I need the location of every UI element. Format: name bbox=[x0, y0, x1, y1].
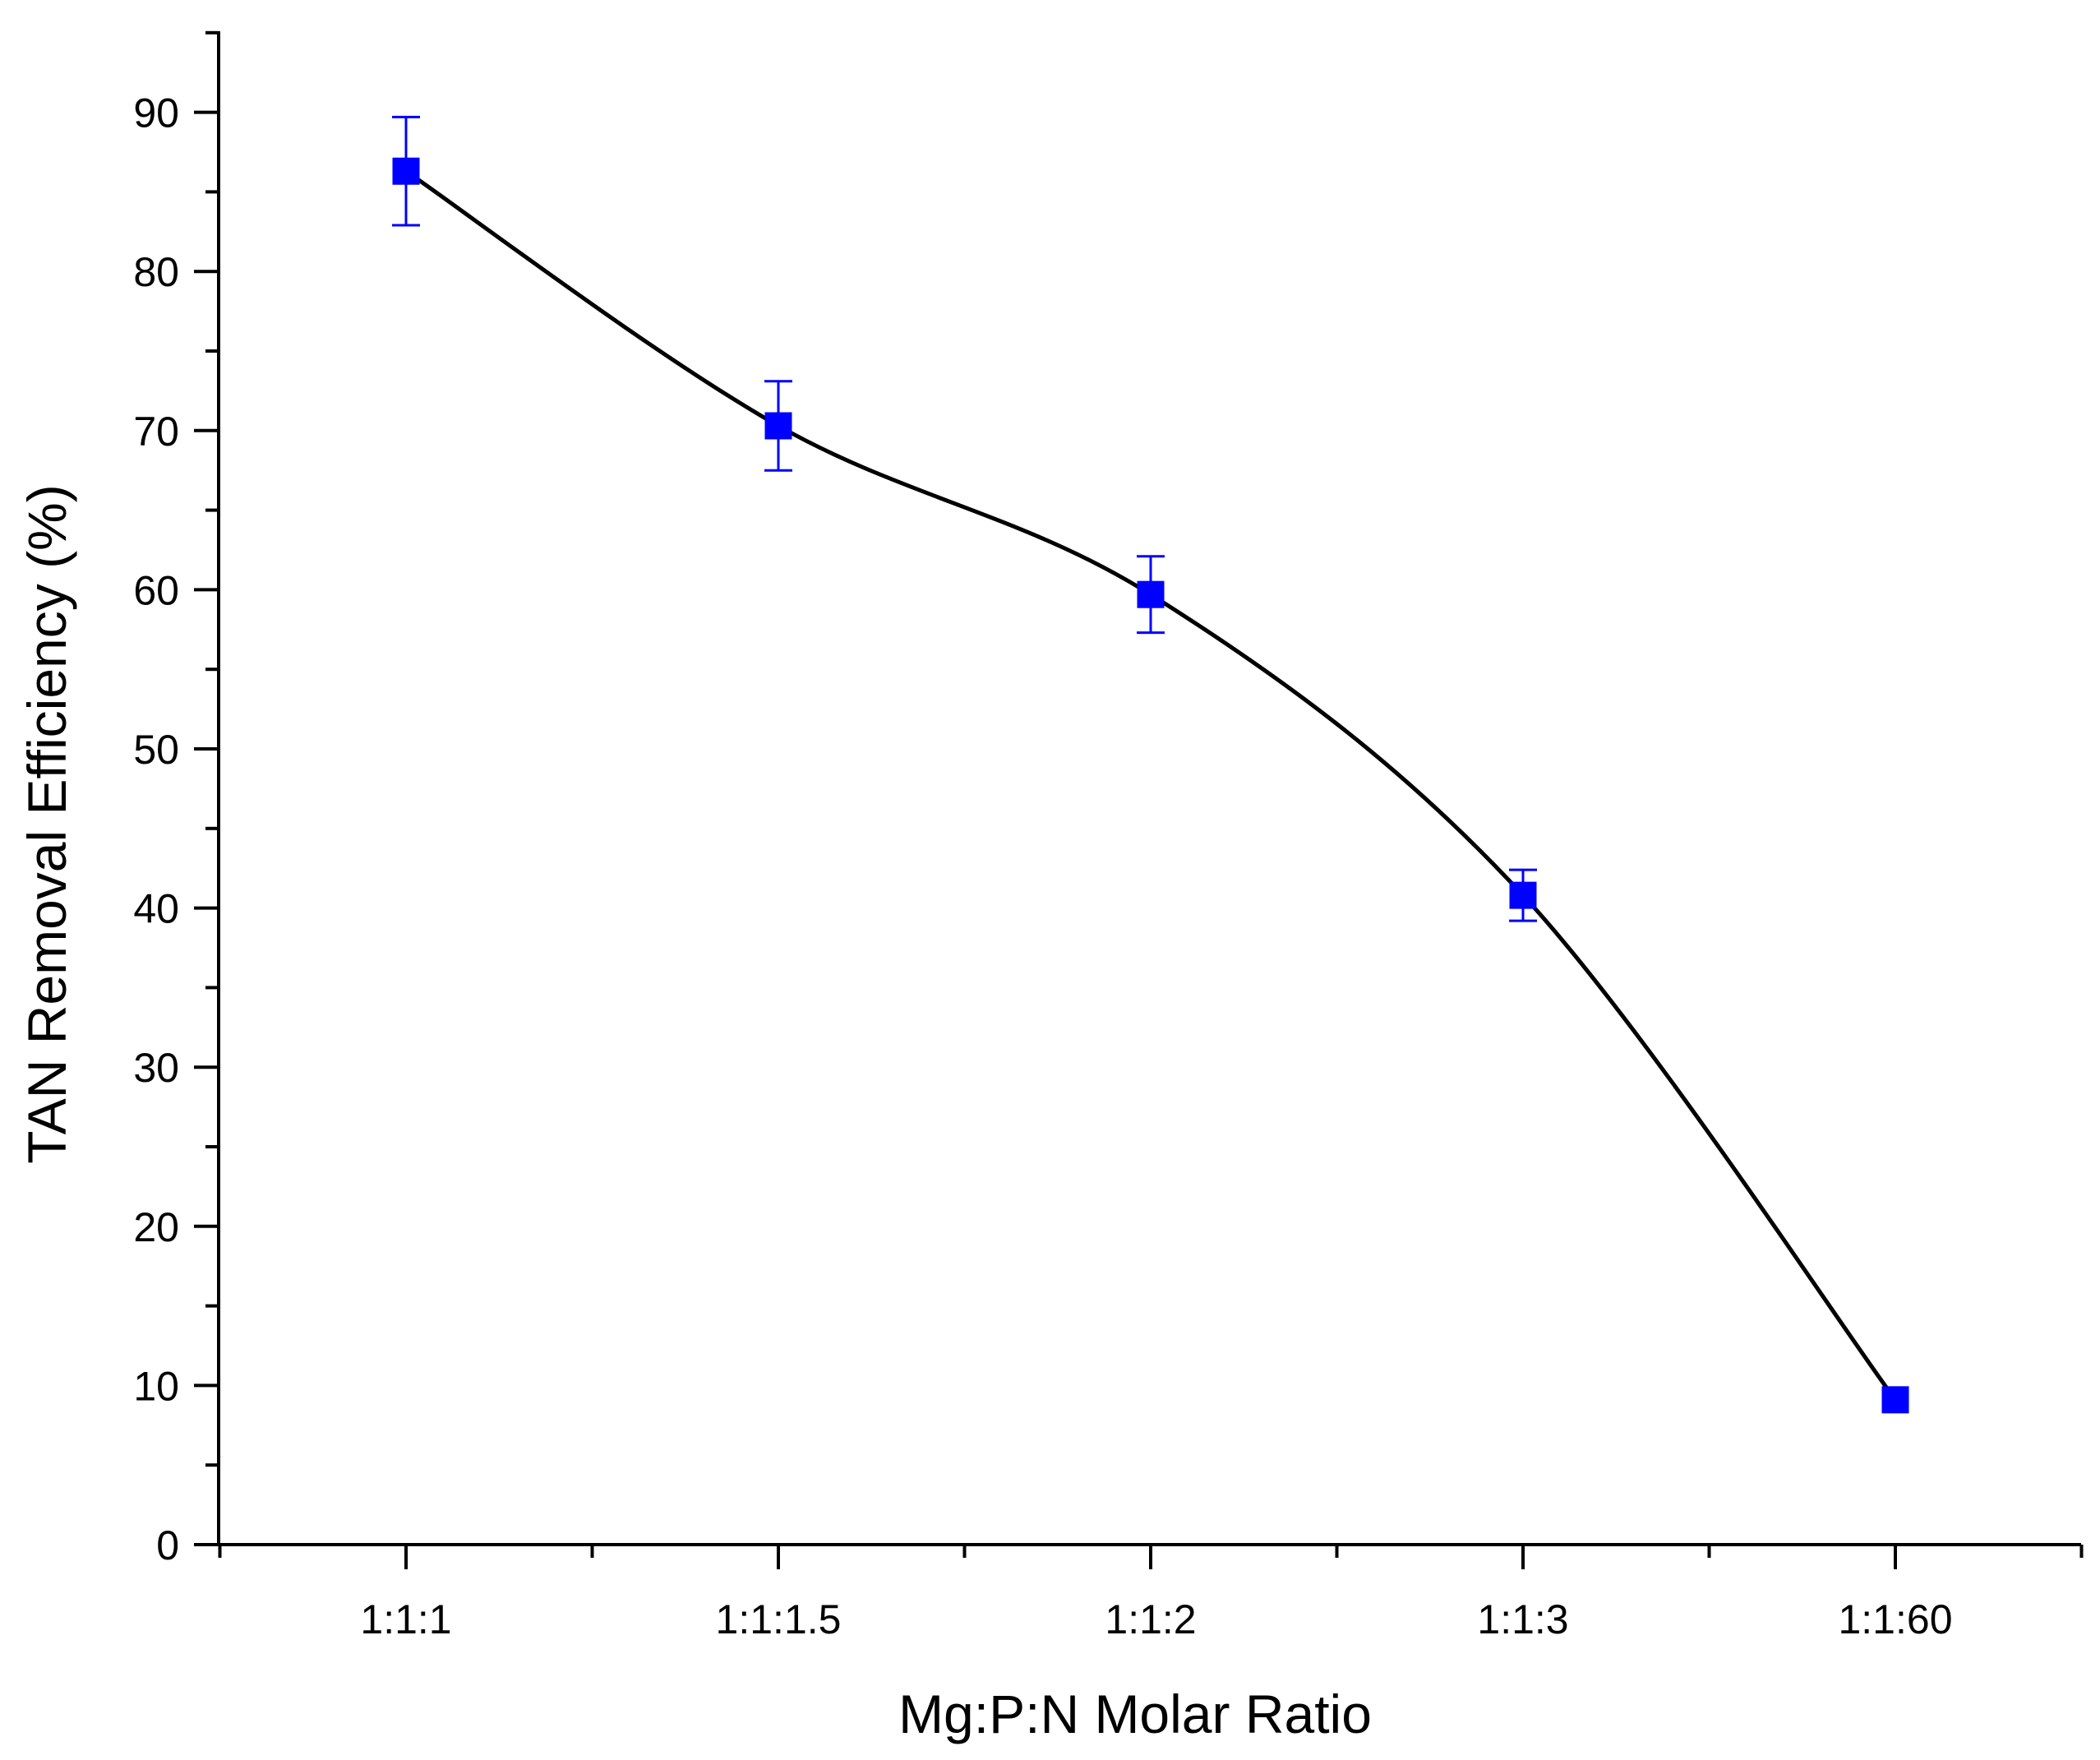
y-tick-label: 10 bbox=[133, 1363, 179, 1409]
data-point bbox=[392, 157, 420, 185]
y-tick-label: 60 bbox=[133, 567, 179, 613]
x-tick-label: 1:1:1.5 bbox=[716, 1596, 842, 1642]
tick-labels: 0 10 20 30 40 50 60 70 80 90 1:1:1 1:1:1.5 1:1:2 1:1:… bbox=[133, 90, 1952, 1642]
y-tick-label: 30 bbox=[133, 1045, 179, 1091]
x-tick-label: 1:1:60 bbox=[1838, 1596, 1952, 1642]
y-tick-label: 0 bbox=[156, 1522, 179, 1568]
series-line bbox=[404, 169, 1898, 1402]
data-point bbox=[1881, 1386, 1909, 1414]
data-point bbox=[1509, 881, 1537, 909]
y-axis-title: TAN Removal Efficiency (%) bbox=[16, 484, 77, 1163]
ticks bbox=[194, 30, 2084, 1569]
y-tick-label: 40 bbox=[133, 886, 179, 932]
y-tick-label: 70 bbox=[133, 409, 179, 455]
x-tick-label: 1:1:2 bbox=[1105, 1596, 1196, 1642]
y-tick-label: 20 bbox=[133, 1204, 179, 1250]
y-tick-label: 90 bbox=[133, 90, 179, 136]
x-tick-label: 1:1:1 bbox=[360, 1596, 451, 1642]
x-tick-label: 1:1:3 bbox=[1477, 1596, 1568, 1642]
data-point bbox=[764, 412, 792, 440]
axes bbox=[217, 31, 2081, 1546]
y-tick-label: 80 bbox=[133, 249, 179, 295]
y-tick-label: 50 bbox=[133, 727, 179, 773]
data-point bbox=[1137, 580, 1165, 608]
series-layer bbox=[392, 115, 1909, 1414]
x-axis-title: Mg:P:N Molar Ratio bbox=[898, 1684, 1372, 1744]
